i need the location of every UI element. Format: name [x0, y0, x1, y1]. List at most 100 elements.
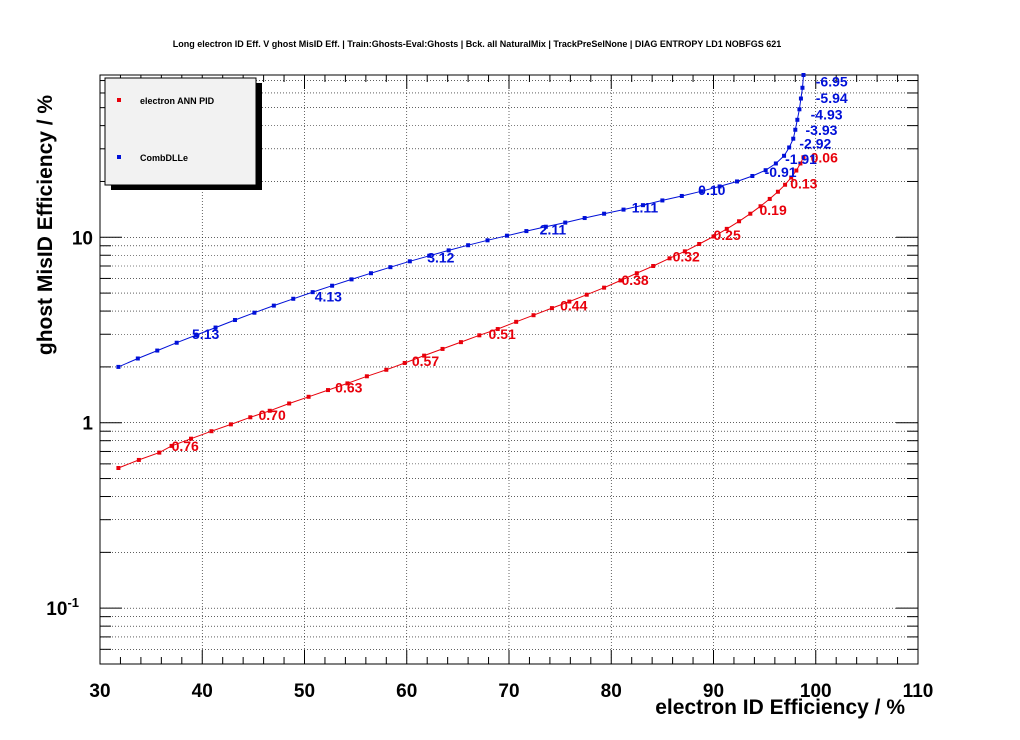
cut-value-label: -1.91	[785, 151, 817, 167]
cut-value-label: 0.25	[714, 227, 741, 243]
x-tick-label: 70	[498, 681, 519, 702]
series-point	[306, 394, 311, 399]
series-point	[136, 457, 141, 462]
cut-value-label: -4.93	[811, 106, 843, 122]
legend-box	[104, 77, 257, 186]
series-point	[724, 226, 729, 231]
series-point	[549, 306, 554, 311]
series-point	[767, 196, 772, 201]
cut-value-label: 0.44	[560, 297, 587, 313]
series-point	[209, 429, 214, 434]
x-tick-label: 90	[703, 681, 724, 702]
series-point	[618, 278, 623, 283]
series-point	[485, 238, 490, 243]
x-axis-title: electron ID Efficiency / %	[655, 696, 905, 719]
legend-marker-combdlle	[117, 155, 121, 159]
cut-value-label: 0.19	[760, 202, 787, 218]
legend-marker-electron-ann-pid	[117, 98, 121, 102]
y-tick-label: 10	[72, 228, 93, 249]
series-point	[651, 264, 656, 269]
series-point	[750, 174, 755, 179]
series-layer	[116, 73, 806, 470]
series-point	[287, 401, 292, 406]
x-tick-label: 80	[601, 681, 622, 702]
series-point	[368, 271, 373, 276]
series-point	[495, 327, 500, 332]
series-point	[310, 290, 315, 295]
series-point	[252, 310, 257, 315]
y-axis-title: ghost MisID Efficiency / %	[34, 95, 57, 356]
series-point	[157, 450, 162, 455]
series-point	[524, 229, 529, 234]
series-point	[773, 161, 778, 166]
series-point	[388, 265, 393, 270]
series-point	[640, 203, 645, 208]
cut-value-label: -6.95	[816, 74, 848, 90]
chart-title: Long electron ID Eff. V ghost MisID Eff.…	[173, 39, 782, 49]
series-point	[783, 182, 788, 187]
series-point	[135, 356, 140, 361]
series-point	[446, 248, 451, 253]
series-point	[791, 136, 796, 141]
cut-value-label: -3.93	[806, 122, 838, 138]
cut-value-label: 0.57	[412, 353, 439, 369]
series-point	[228, 422, 233, 427]
cut-value-label: 2.11	[540, 222, 567, 238]
series-point	[543, 224, 548, 229]
series-point	[174, 340, 179, 345]
series-point	[189, 436, 194, 441]
series-point	[789, 175, 794, 180]
cut-value-label: 0.51	[489, 326, 516, 342]
series-point	[782, 153, 787, 158]
series-point	[763, 168, 768, 173]
series-point	[477, 333, 482, 338]
cut-value-label: -0.91	[765, 164, 797, 180]
series-point	[407, 259, 412, 264]
x-tick-label: 40	[192, 681, 213, 702]
series-point	[504, 233, 509, 238]
y-tick-label: 1	[82, 414, 93, 435]
series-point	[758, 204, 763, 209]
legend-label-combdlle: CombDLLe	[140, 153, 188, 163]
cut-value-label: 3.12	[427, 249, 454, 265]
series-point	[735, 179, 740, 184]
series-point	[440, 346, 445, 351]
series-point	[514, 319, 519, 324]
series-point	[798, 161, 803, 166]
series-point	[349, 277, 354, 282]
series-point	[699, 189, 704, 194]
cut-value-label: 0.38	[621, 272, 648, 288]
series-point	[531, 313, 536, 318]
x-tick-label: 50	[294, 681, 315, 702]
series-point	[787, 145, 792, 150]
series-point	[466, 243, 471, 248]
series-point	[330, 283, 335, 288]
series-point	[602, 211, 607, 216]
x-tick-label: 30	[89, 681, 110, 702]
series-point	[795, 117, 800, 122]
grid	[100, 75, 918, 664]
series-point	[169, 443, 174, 448]
cut-value-label: 5.13	[192, 326, 219, 342]
series-point	[679, 193, 684, 198]
series-point	[797, 107, 802, 112]
cut-value-label: 0.76	[172, 438, 199, 454]
series-point	[248, 415, 253, 420]
series-point	[794, 168, 799, 173]
series-point	[801, 73, 806, 77]
cut-value-label: -5.94	[816, 90, 848, 106]
series-point	[345, 381, 350, 386]
series-point	[800, 85, 805, 90]
series-point	[567, 299, 572, 304]
series-point	[660, 198, 665, 203]
cut-value-label: 0.13	[790, 175, 817, 191]
cut-value-label: 0.70	[258, 407, 285, 423]
cut-value-label: 0.06	[811, 149, 838, 165]
series-point	[291, 296, 296, 301]
cut-value-label: -2.92	[799, 136, 831, 152]
series-point	[801, 155, 806, 160]
series-point	[798, 96, 803, 101]
series-point	[213, 325, 218, 330]
series-point	[584, 292, 589, 297]
